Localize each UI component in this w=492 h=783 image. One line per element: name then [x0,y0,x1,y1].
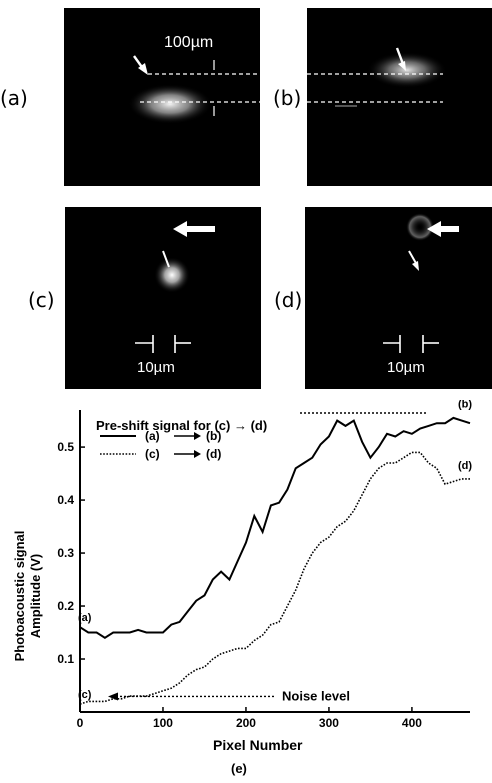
panel-label-d: (d) [274,288,302,312]
scale-label-10um-c: 10µm [137,359,175,376]
x-tick-label: 100 [153,716,173,730]
legend-arrow-head [194,450,201,458]
legend-to-label: (b) [206,429,221,443]
image-panel-c: 10µm [65,207,261,389]
series-start-label: (c) [78,689,92,701]
legend-to-label: (d) [206,447,221,461]
x-tick-label: 200 [236,716,256,730]
noise-level-label: Noise level [282,688,350,703]
series-end-label: (b) [458,400,472,410]
panel-a-graphics [64,8,260,186]
scale-label-100um: 100µm [164,34,213,52]
focused-spot-c [154,257,190,293]
legend-arrow-head [194,432,201,440]
panel-label-c: (c) [28,288,55,312]
y-axis-title-line-2: Amplitude (V) [28,496,44,696]
figure-caption: (e) [231,761,247,776]
big-arrow-c [173,221,215,237]
image-panel-a: 100µm [64,8,260,186]
image-panel-d: 10µm [305,207,492,389]
ring-spot-d [406,213,434,241]
chart-area: 0.1 0.2 0.3 0.4 0.5 0 100 200 300 400 (a) (b) (c) (d)… [0,400,492,783]
series-line-a-to-b [80,418,470,638]
chart-svg: 0.1 0.2 0.3 0.4 0.5 0 100 200 300 400 (a) (b) (c) (d)… [0,400,492,783]
y-tick-label: 0.2 [57,599,74,613]
panel-label-b: (b) [273,86,301,110]
series-end-label: (d) [458,460,472,472]
panel-label-a: (a) [0,86,28,110]
y-tick-label: 0.1 [57,652,74,666]
y-axis-title: Photoacoustic signal Amplitude (V) [12,496,44,696]
panel-b-graphics [307,8,492,186]
x-axis-title: Pixel Number [213,737,302,753]
y-tick-label: 0.3 [57,546,74,560]
x-tick-label: 400 [402,716,422,730]
light-spot-b [367,52,447,88]
scale-label-10um-d: 10µm [387,359,425,376]
legend-from-label: (c) [145,447,160,461]
legend-from-label: (a) [145,429,160,443]
y-tick-label: 0.5 [57,440,74,454]
series-line-c-to-d [80,452,470,704]
series-start-label: (a) [78,612,92,624]
x-tick-label: 300 [319,716,339,730]
y-tick-label: 0.4 [57,493,74,507]
image-panel-b [307,8,492,186]
light-spot-a [128,84,212,124]
thin-arrow-d-head [412,261,419,271]
x-tick-label: 0 [77,716,84,730]
y-axis-title-line-1: Photoacoustic signal [12,496,28,696]
